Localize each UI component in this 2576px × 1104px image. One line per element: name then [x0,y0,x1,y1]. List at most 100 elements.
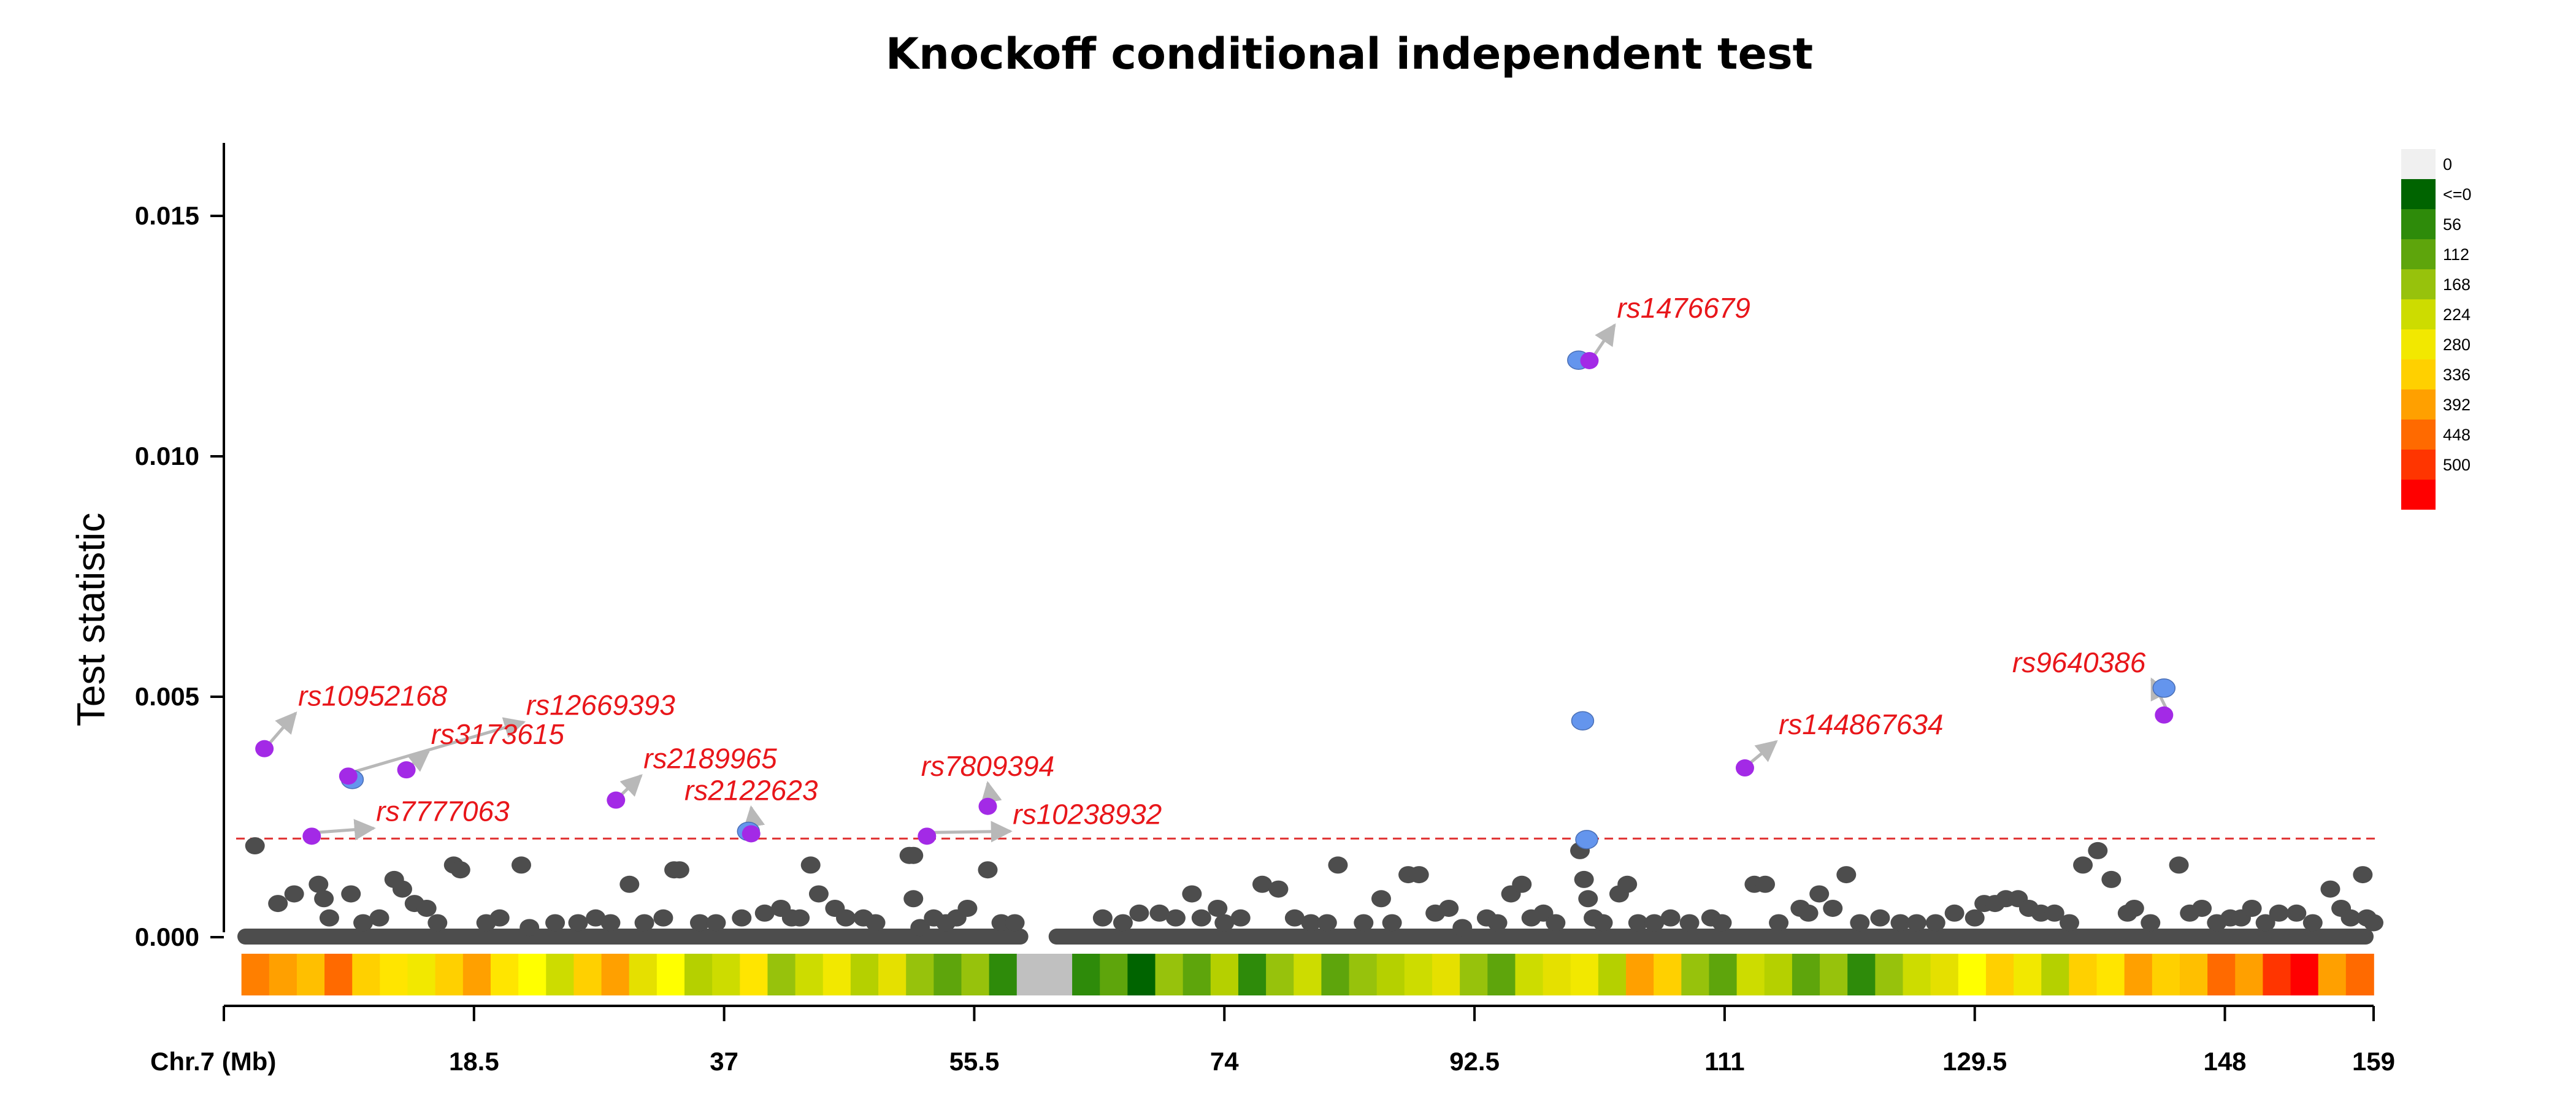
density-cell [822,954,851,995]
density-cell [462,954,491,995]
density-cell [712,954,741,995]
density-cell [740,954,769,995]
density-cell [656,954,685,995]
snp-point [568,914,588,932]
y-tick-label: 0.015 [135,201,199,230]
snp-point [1371,890,1391,908]
snp-point [268,895,288,913]
snp-point [978,861,998,879]
snp-point [903,890,924,908]
density-cell [2345,954,2374,995]
y-tick-label: 0.000 [135,922,199,951]
density-cell [1183,954,1211,995]
snp-label: rs1476679 [1617,292,1750,324]
snp-point [1149,904,1170,922]
density-cell [850,954,879,995]
legend-swatch [2401,269,2436,299]
density-track [241,954,2374,995]
density-cell [684,954,713,995]
legend-label: 448 [2443,426,2471,444]
legend-swatch [2401,239,2436,269]
density-cell [1100,954,1129,995]
snp-point [619,875,640,893]
density-cell [1930,954,1959,995]
density-cell [2207,954,2236,995]
density-cell [1515,954,1544,995]
snp-point [2340,909,2361,927]
snp-point [319,909,339,927]
legend-label: 392 [2443,396,2471,414]
snp-point [1005,914,1025,932]
snp-point [1712,914,1732,932]
snp-point [353,914,374,932]
snp-point [2060,914,2080,932]
density-cell [546,954,575,995]
legend-label: <=0 [2443,185,2472,204]
snp-point [1317,914,1337,932]
density-cell [1210,954,1239,995]
density-cell [1570,954,1599,995]
snp-point [1452,919,1473,937]
highlight-point [2155,706,2174,724]
snp-point [991,914,1011,932]
highlight-point [1580,351,1599,369]
density-cell [1985,954,2014,995]
x-tick-label: 18.5 [449,1047,499,1076]
snp-point [669,861,689,879]
density-cell [352,954,381,995]
snp-point [1092,909,1113,927]
snp-point [910,919,930,937]
y-ticks: 0.000 0.005 0.010 0.015 [135,201,224,951]
snp-point [314,890,334,908]
snp-point [1870,909,1890,927]
density-cell [1820,954,1849,995]
density-cell [1127,954,1156,995]
annotation-arrow [315,819,376,841]
snp-point [1906,914,1926,932]
snp-label: rs10238932 [1013,798,1162,830]
snp-point [2073,856,2093,874]
snp-point [1546,914,1566,932]
snp-point [1191,909,1211,927]
density-cell [435,954,464,995]
snp-point [1208,899,1228,917]
highlight-point [255,740,274,757]
density-cell [2124,954,2153,995]
zero-baseline [237,929,2374,945]
snp-point [836,909,856,927]
density-cell [1460,954,1489,995]
snp-point [2242,899,2262,917]
snp-point [1382,914,1402,932]
legend-swatch [2401,209,2436,239]
snp-point [2031,904,2051,922]
background-points [245,837,2383,937]
density-cell [1709,954,1738,995]
snp-point [1129,904,1149,922]
snp-point [1354,914,1374,932]
snp-point [1439,899,1459,917]
x-axis-label: Chr.7 (Mb) [150,1047,276,1076]
snp-point [1512,875,1532,893]
density-cell [1958,954,1987,995]
snp-point [519,919,540,937]
legend-swatch [2401,450,2436,480]
density-cell [1654,954,1682,995]
legend-label: 168 [2443,275,2471,294]
baseline-band [1048,929,2374,945]
snp-point [1944,904,1965,922]
snp-point [2287,904,2307,922]
snp-point [2141,914,2161,932]
density-cell [1404,954,1433,995]
snp-point [2124,899,2144,917]
density-cell [1376,954,1405,995]
density-cell [1487,954,1516,995]
legend-label: 336 [2443,366,2471,384]
density-cell [601,954,630,995]
annotation-arrow [618,774,643,798]
snp-point [1182,885,1202,903]
x-tick-label: 55.5 [949,1047,1000,1076]
annotation-arrow [407,749,431,772]
density-cell [1764,954,1793,995]
snp-point [1836,866,1857,884]
snp-point [450,861,470,879]
